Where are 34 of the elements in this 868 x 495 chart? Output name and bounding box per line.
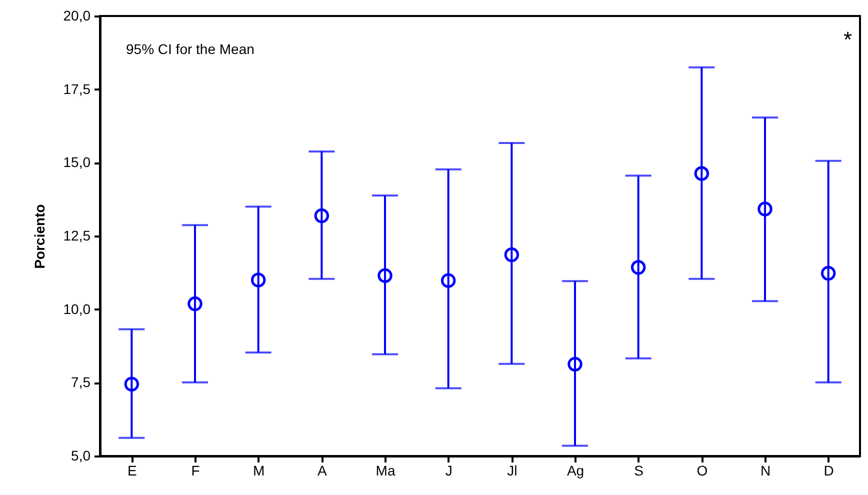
point [378, 268, 392, 283]
x-tick-label: M [252, 462, 265, 478]
x-tick-label: Ag [566, 462, 584, 478]
x-tick-label: S [634, 462, 644, 478]
annotation: 95% CI for the Mean [126, 41, 254, 57]
y-tick-label: 17,5 [63, 80, 91, 97]
x-tick-label: Jl [507, 462, 518, 478]
x-tick-label: F [191, 462, 200, 478]
point [124, 376, 140, 392]
y-tick-label: 5,0 [71, 448, 91, 464]
point [820, 266, 836, 281]
x-tick-label: N [760, 462, 771, 478]
y-tick-label: 10,0 [63, 300, 91, 317]
y-tick-label: 15,0 [63, 154, 91, 170]
x-tick-label: O [696, 462, 708, 478]
x-tick-label: E [127, 462, 137, 478]
y-tick-label: 20,0 [63, 8, 91, 24]
point [188, 296, 202, 312]
point [504, 247, 520, 262]
x-tick-label: Ma [376, 462, 396, 478]
point [568, 356, 582, 372]
y-tick-label: 7,5 [71, 374, 91, 390]
x-tick-label: A [317, 462, 328, 478]
point [758, 202, 772, 216]
x-tick-label: J [445, 462, 452, 478]
annotation: * [843, 27, 852, 52]
x-tick-label: D [824, 462, 834, 478]
y-axis-title: Porciento [31, 204, 48, 269]
point [314, 208, 330, 224]
point [694, 166, 710, 181]
y-tick-label: 12,5 [63, 228, 91, 244]
point [630, 260, 646, 275]
point [440, 273, 456, 288]
point [250, 272, 266, 288]
